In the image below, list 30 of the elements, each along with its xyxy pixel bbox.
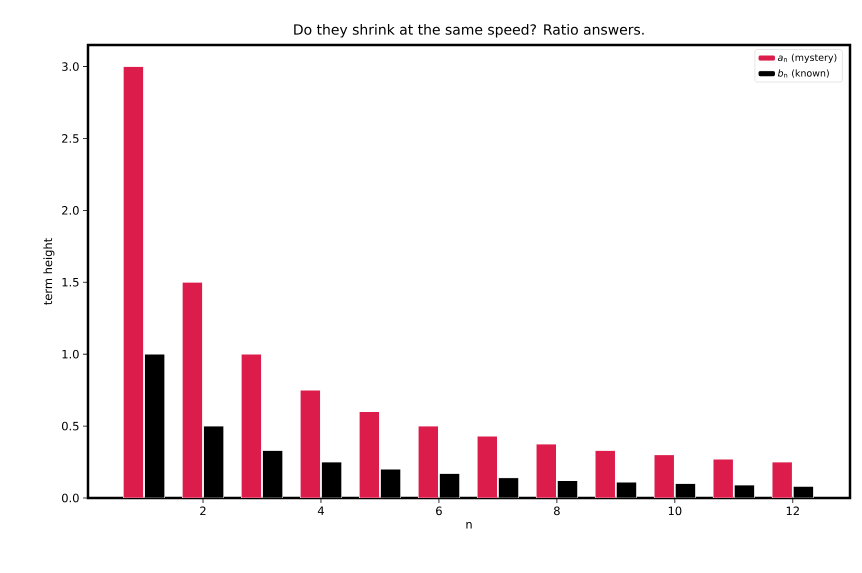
y-tick-label: 1.5 — [62, 278, 78, 287]
y-axis-title: term height — [43, 238, 54, 305]
bar — [123, 66, 144, 498]
y-tick-label: 2.5 — [62, 134, 78, 143]
x-tick-label: 4 — [318, 506, 324, 515]
bar — [477, 436, 498, 498]
y-tick-label: 2.0 — [62, 206, 79, 215]
bar — [182, 282, 202, 498]
legend-label: b$_{n}$ (known) — [778, 69, 829, 78]
bar — [241, 354, 262, 498]
bar — [359, 412, 380, 498]
bar — [300, 390, 320, 498]
bar — [595, 450, 616, 498]
bar — [536, 444, 556, 498]
x-tick-label: 2 — [200, 506, 206, 516]
bar — [713, 459, 734, 498]
bar — [772, 462, 793, 498]
x-tick-label: 10 — [668, 506, 682, 516]
chart-title: Do they shrink at the same speed? Ratio answers. — [294, 24, 644, 38]
bar — [418, 426, 438, 498]
legend-label: a$_{n}$ (mystery) — [778, 54, 836, 63]
y-tick-label: 1.0 — [62, 350, 79, 359]
bar — [654, 454, 674, 498]
y-tick-label: 0.5 — [62, 422, 78, 430]
x-tick-label: 6 — [436, 506, 442, 516]
y-tick-label: 0.0 — [62, 494, 79, 502]
x-tick-label: 12 — [786, 506, 799, 516]
x-axis-title: n — [466, 522, 472, 528]
y-tick-label: 3.0 — [62, 62, 79, 71]
x-tick-label: 8 — [554, 506, 560, 516]
